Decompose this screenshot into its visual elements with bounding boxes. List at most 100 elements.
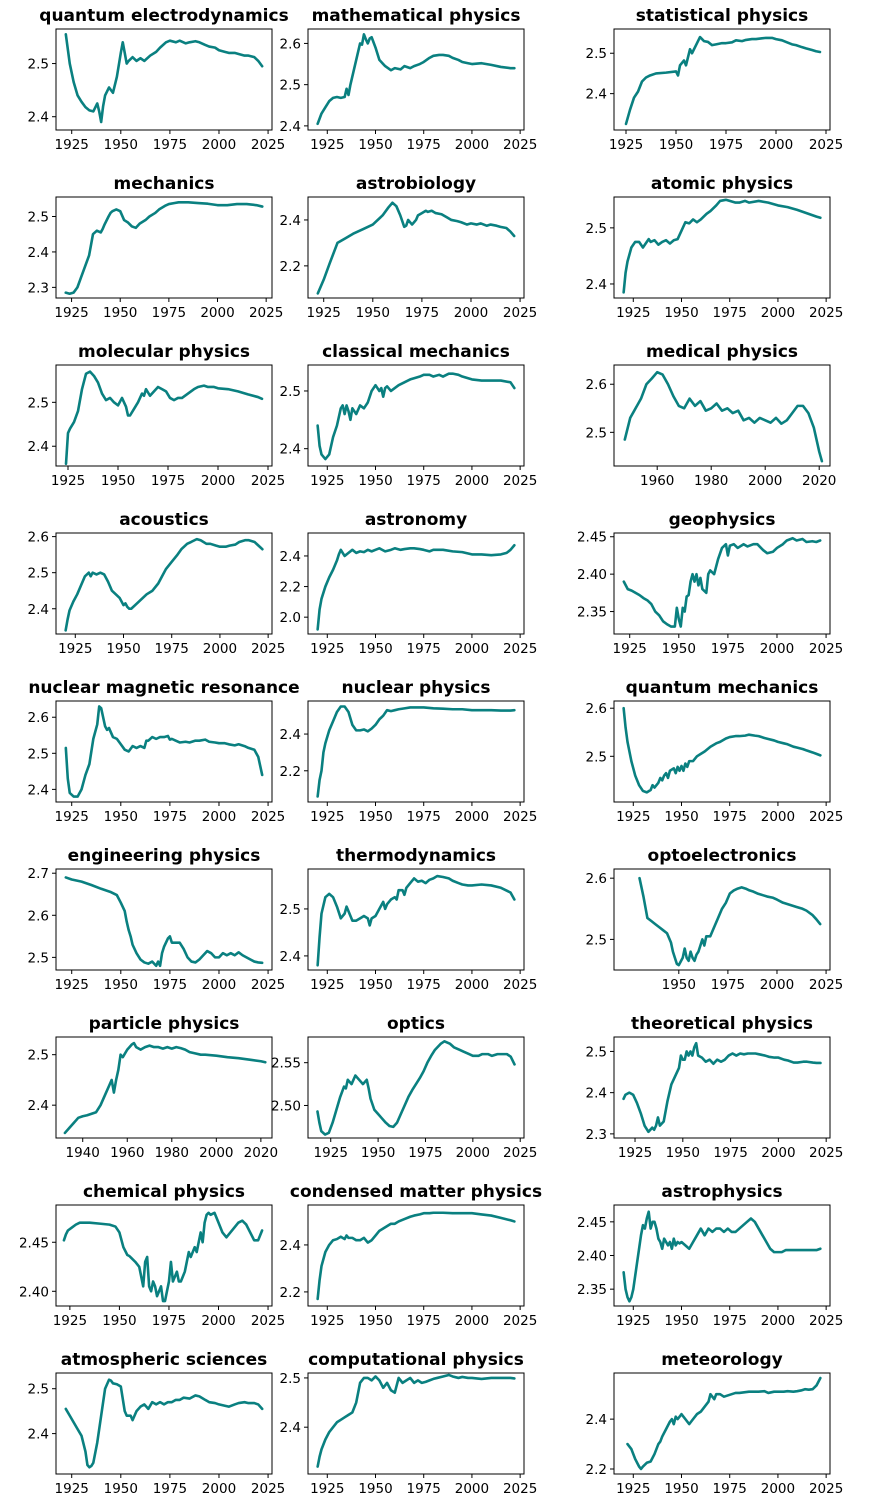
y-tick-label: 2.5 [586, 221, 607, 237]
x-tick-label: 2000 [199, 1145, 233, 1161]
y-tick-label: 2.45 [19, 1235, 49, 1251]
x-tick-label: 2000 [760, 641, 794, 657]
x-tick-label: 2020 [244, 1145, 278, 1161]
x-tick-label: 1975 [407, 809, 441, 825]
plot-frame [55, 1036, 273, 1139]
y-tick-label: 2.4 [28, 1427, 49, 1443]
x-tick-label: 1925 [51, 473, 85, 489]
y-tick-label: 2.3 [586, 1127, 607, 1143]
x-tick-label: 2025 [809, 1481, 843, 1497]
x-tick-label: 1925 [310, 137, 344, 153]
x-tick-label: 1975 [407, 137, 441, 153]
subplot-title: computational physics [308, 1350, 524, 1370]
series-line [316, 1373, 516, 1468]
x-tick-label: 2000 [202, 977, 236, 993]
x-tick-label: 1975 [153, 1481, 187, 1497]
y-tick-label: 2.40 [19, 1284, 49, 1300]
plot-frame [307, 196, 525, 299]
x-tick-label: 1950 [664, 1313, 698, 1329]
x-tick-label: 2000 [455, 1481, 489, 1497]
x-tick-label: 2000 [761, 1145, 795, 1161]
y-tick-label: 2.6 [586, 871, 607, 887]
y-tick-label: 2.5 [28, 566, 49, 582]
y-tick-label: 2.3 [28, 280, 49, 296]
y-tick-label: 2.4 [28, 782, 49, 798]
y-tick-label: 2.2 [280, 764, 301, 780]
x-tick-label: 2000 [759, 137, 793, 153]
subplot-title: optics [387, 1014, 445, 1034]
series-line [316, 1211, 516, 1301]
y-tick-label: 2.55 [271, 1056, 301, 1072]
subplot-title: statistical physics [636, 6, 809, 26]
subplot-title: acoustics [119, 510, 209, 530]
x-tick-label: 1975 [407, 641, 441, 657]
subplot-title: quantum electrodynamics [39, 6, 288, 26]
x-tick-label: 1950 [664, 809, 698, 825]
y-tick-label: 2.6 [28, 530, 49, 546]
x-tick-label: 1925 [616, 305, 650, 321]
subplot-title: mechanics [113, 174, 214, 194]
y-tick-label: 2.5 [586, 425, 607, 441]
x-tick-label: 1960 [640, 473, 674, 489]
x-tick-label: 2025 [251, 1481, 285, 1497]
series-line [316, 33, 516, 126]
series-line [316, 543, 516, 631]
y-tick-label: 2.4 [28, 110, 49, 126]
x-tick-label: 1950 [356, 305, 390, 321]
y-tick-label: 2.2 [586, 1462, 607, 1478]
x-tick-label: 2025 [251, 137, 285, 153]
x-tick-label: 1975 [407, 473, 441, 489]
subplot: atomic physics 1925 1950 1975 2000 2025 2.4 2.5 [586, 174, 844, 321]
x-tick-label: 1950 [104, 137, 138, 153]
y-tick-label: 2.2 [280, 1285, 301, 1301]
x-tick-label: 1950 [358, 473, 392, 489]
subplot-title: classical mechanics [322, 342, 510, 362]
x-tick-label: 1975 [153, 137, 187, 153]
x-tick-label: 2025 [503, 1313, 537, 1329]
x-tick-label: 2000 [455, 137, 489, 153]
x-tick-label: 2000 [761, 305, 795, 321]
x-tick-label: 2025 [503, 305, 537, 321]
plot-frame [613, 1036, 831, 1139]
y-tick-label: 2.7 [28, 866, 49, 882]
x-tick-label: 1975 [713, 1313, 747, 1329]
y-tick-label: 2.6 [28, 710, 49, 726]
x-tick-label: 2025 [503, 473, 537, 489]
y-tick-label: 2.4 [586, 1412, 607, 1428]
y-tick-label: 2.4 [280, 727, 301, 743]
x-tick-label: 2000 [455, 641, 489, 657]
subplot-title: optoelectronics [648, 846, 797, 866]
subplot-title: nuclear magnetic resonance [28, 678, 299, 698]
x-tick-label: 2025 [809, 1145, 843, 1161]
plot-frame [55, 532, 273, 635]
y-tick-label: 2.4 [280, 1420, 301, 1436]
x-tick-label: 2025 [503, 641, 537, 657]
y-tick-label: 2.5 [280, 78, 301, 94]
x-tick-label: 1950 [664, 1481, 698, 1497]
y-tick-label: 2.6 [280, 36, 301, 52]
y-tick-label: 2.6 [586, 377, 607, 393]
x-tick-label: 2000 [456, 1145, 490, 1161]
x-tick-label: 2025 [251, 809, 285, 825]
x-tick-label: 2000 [761, 809, 795, 825]
y-tick-label: 2.4 [586, 1086, 607, 1102]
x-tick-label: 1950 [358, 1313, 392, 1329]
subplot: particle physics 1940 1960 1980 2000 2020 2.4 2… [28, 1014, 279, 1161]
y-tick-label: 2.6 [586, 701, 607, 717]
x-tick-label: 1950 [662, 977, 696, 993]
series-line [622, 706, 822, 794]
y-tick-label: 2.2 [280, 259, 301, 275]
subplot: chemical physics 1925 1950 1975 2000 2025 2.40… [19, 1182, 285, 1329]
y-tick-label: 2.4 [280, 549, 301, 565]
y-tick-label: 2.4 [280, 442, 301, 458]
x-tick-label: 1925 [55, 1481, 89, 1497]
y-tick-label: 2.4 [280, 1238, 301, 1254]
series-line [623, 370, 824, 463]
subplot-title: meteorology [661, 1350, 782, 1370]
y-tick-label: 2.50 [271, 1098, 301, 1114]
plot-frame [307, 1204, 525, 1307]
plot-frame [613, 1372, 831, 1475]
subplot-title: molecular physics [78, 342, 250, 362]
y-tick-label: 2.4 [586, 87, 607, 103]
